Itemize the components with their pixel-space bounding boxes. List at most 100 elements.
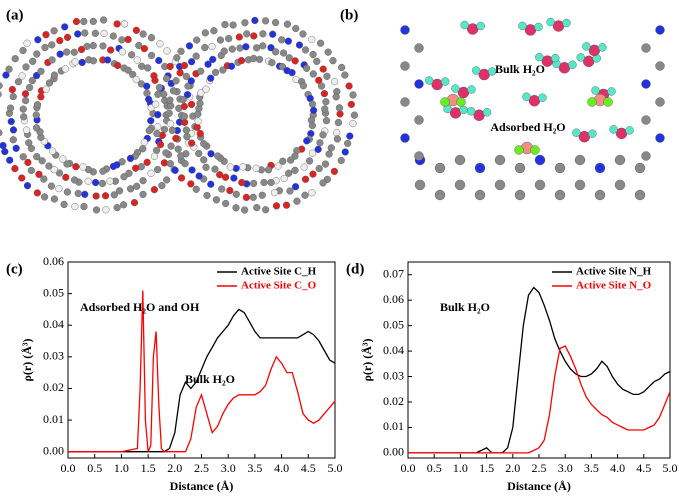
atom bbox=[138, 62, 146, 70]
atom bbox=[182, 126, 190, 134]
atom bbox=[333, 129, 341, 137]
atom bbox=[272, 202, 281, 210]
atom bbox=[308, 189, 316, 197]
atom bbox=[154, 90, 162, 98]
y-tick-label: 0.07 bbox=[383, 266, 404, 280]
atom bbox=[99, 16, 108, 24]
atom bbox=[574, 154, 586, 166]
atom bbox=[184, 82, 192, 90]
atom bbox=[201, 29, 209, 37]
atom bbox=[166, 62, 174, 71]
atom bbox=[63, 188, 71, 196]
atom bbox=[118, 158, 126, 166]
atom bbox=[34, 36, 42, 44]
atom bbox=[598, 43, 607, 52]
atom bbox=[147, 169, 155, 177]
atom bbox=[177, 47, 185, 55]
atom bbox=[104, 56, 112, 64]
series-line bbox=[408, 345, 671, 454]
atom bbox=[414, 115, 424, 125]
atom bbox=[634, 189, 646, 201]
atom bbox=[181, 160, 189, 168]
atom bbox=[317, 82, 326, 90]
atom bbox=[79, 163, 87, 171]
annotation: Adsorbed H₂O bbox=[490, 120, 565, 134]
atom bbox=[216, 171, 224, 179]
atom bbox=[243, 30, 251, 38]
atom bbox=[241, 206, 249, 214]
atom bbox=[187, 180, 195, 188]
x-tick-label: 3.0 bbox=[221, 461, 236, 475]
atom bbox=[154, 123, 162, 131]
y-tick-label: 0.06 bbox=[383, 292, 404, 306]
atom bbox=[139, 145, 147, 153]
atom bbox=[71, 202, 79, 211]
atom bbox=[346, 132, 354, 140]
atom bbox=[172, 134, 180, 142]
atom bbox=[32, 124, 41, 132]
atom bbox=[45, 162, 53, 170]
y-tick-label: 0.06 bbox=[43, 254, 64, 268]
atom bbox=[315, 164, 323, 173]
atom bbox=[299, 82, 308, 90]
atom bbox=[327, 144, 335, 152]
atom bbox=[145, 127, 153, 135]
atom bbox=[74, 189, 82, 198]
x-tick-label: 4.5 bbox=[301, 461, 316, 475]
atom bbox=[467, 85, 476, 94]
x-tick-label: 4.5 bbox=[636, 461, 651, 475]
atom bbox=[99, 167, 107, 175]
atom bbox=[434, 162, 446, 174]
atom bbox=[102, 206, 110, 214]
atom bbox=[272, 18, 280, 27]
atom bbox=[308, 35, 316, 43]
atom bbox=[61, 23, 69, 31]
atom bbox=[474, 189, 486, 201]
atom bbox=[282, 201, 291, 209]
atom bbox=[81, 29, 89, 37]
atom bbox=[22, 63, 30, 71]
atom bbox=[336, 110, 344, 118]
atom bbox=[400, 97, 410, 107]
atom bbox=[195, 149, 203, 158]
atom bbox=[474, 162, 486, 174]
atom bbox=[259, 42, 267, 50]
atom bbox=[227, 62, 236, 70]
atom bbox=[554, 162, 566, 174]
atom bbox=[305, 157, 314, 165]
atom bbox=[594, 189, 606, 201]
atom bbox=[335, 104, 344, 112]
atom bbox=[235, 33, 243, 41]
atom bbox=[29, 57, 37, 65]
legend-entry: Active Site C_O bbox=[241, 280, 317, 292]
atom bbox=[24, 158, 32, 167]
atom bbox=[207, 180, 215, 188]
atom bbox=[587, 97, 597, 107]
atom bbox=[607, 87, 616, 96]
atom bbox=[33, 189, 41, 197]
atom bbox=[324, 48, 332, 56]
series-line bbox=[68, 290, 336, 453]
atom bbox=[347, 100, 355, 108]
atom bbox=[329, 57, 337, 65]
atom bbox=[8, 85, 16, 94]
x-tick-label: 2.5 bbox=[194, 461, 209, 475]
legend-entry: Active Site N_O bbox=[576, 280, 652, 292]
atom bbox=[132, 26, 140, 34]
atom bbox=[337, 156, 345, 165]
atom bbox=[288, 69, 296, 77]
atom bbox=[309, 50, 317, 59]
atom bbox=[70, 48, 78, 56]
atom bbox=[176, 69, 184, 77]
x-tick-label: 3.5 bbox=[584, 461, 599, 475]
atom bbox=[7, 117, 15, 126]
atom bbox=[33, 71, 41, 80]
atom bbox=[38, 157, 46, 165]
atom bbox=[174, 145, 182, 153]
legend-entry: Active Site C_H bbox=[241, 266, 317, 278]
atom bbox=[316, 39, 325, 47]
atom bbox=[154, 165, 162, 174]
atom bbox=[568, 60, 577, 69]
atom bbox=[120, 173, 128, 181]
